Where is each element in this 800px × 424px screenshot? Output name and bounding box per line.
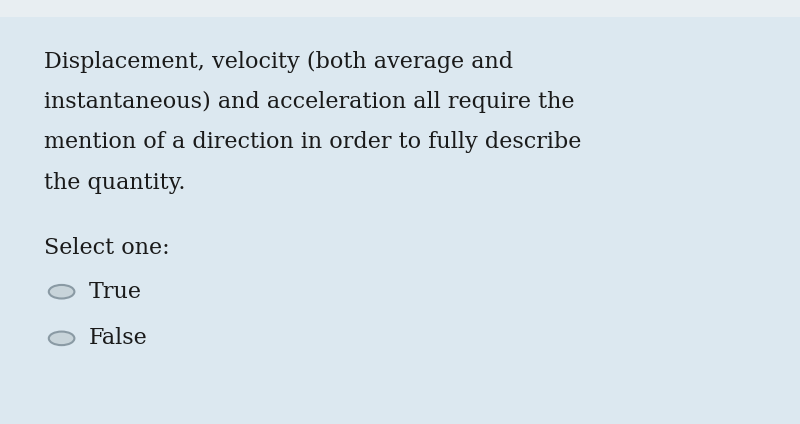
Text: the quantity.: the quantity. [44, 172, 186, 194]
Text: True: True [89, 281, 142, 303]
Text: Select one:: Select one: [44, 237, 170, 259]
Circle shape [49, 332, 74, 345]
FancyBboxPatch shape [0, 0, 800, 17]
Text: mention of a direction in order to fully describe: mention of a direction in order to fully… [44, 131, 582, 153]
Circle shape [49, 285, 74, 298]
Text: instantaneous) and acceleration all require the: instantaneous) and acceleration all requ… [44, 91, 574, 113]
Text: False: False [89, 327, 147, 349]
Text: Displacement, velocity (both average and: Displacement, velocity (both average and [44, 51, 513, 73]
